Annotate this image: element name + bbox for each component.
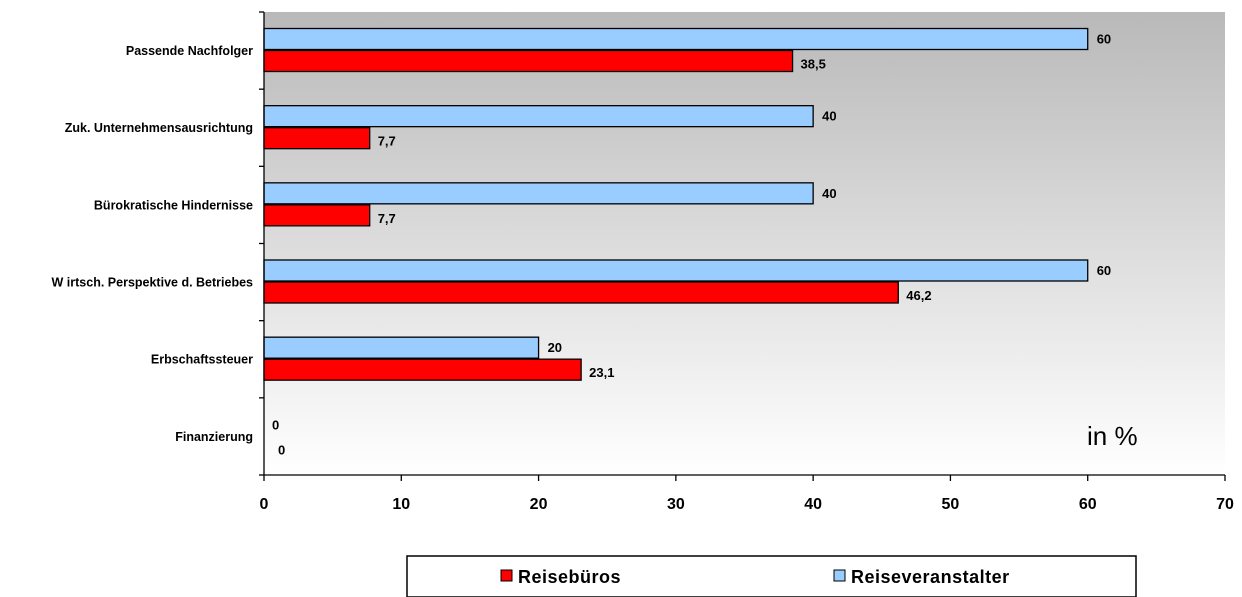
legend-swatch-reiseveranstalter xyxy=(833,569,846,582)
category-label-erbschaftssteuer: Erbschaftssteuer xyxy=(151,353,253,367)
bar-reisebueros-erbschaftssteuer xyxy=(263,358,582,381)
value-label-reisebueros-passende-nachfolger: 38,5 xyxy=(801,57,826,72)
x-tick-label-40: 40 xyxy=(804,496,822,513)
bar-reisebueros-w-irtsch-perspektive-d-betriebes xyxy=(263,281,899,304)
category-label-passende-nachfolger: Passende Nachfolger xyxy=(126,44,253,58)
x-tick-label-20: 20 xyxy=(530,496,548,513)
legend-label-reisebueros: Reisebüros xyxy=(518,567,621,587)
axis-layer xyxy=(259,11,1226,481)
bar-reiseveranstalter-zuk-unternehmensausrichtung xyxy=(263,105,814,128)
value-label-reisebueros-b-rokratische-hindernisse: 7,7 xyxy=(378,211,396,226)
value-label-reisebueros-erbschaftssteuer: 23,1 xyxy=(589,365,614,380)
value-labels-layer: 60 38,5 40 7,7 40 7,7 60 46,2 20 23,1 0 0 xyxy=(272,32,1111,458)
bar-reiseveranstalter-w-irtsch-perspektive-d-betriebes xyxy=(263,259,1089,282)
bar-reiseveranstalter-passende-nachfolger xyxy=(263,27,1089,51)
category-label-zuk-unternehmensausrichtung: Zuk. Unternehmensausrichtung xyxy=(65,121,253,135)
value-label-reisebueros-zuk-unternehmensausrichtung: 7,7 xyxy=(378,134,396,149)
tick-labels-layer: 0 10 20 30 40 50 60 70 xyxy=(260,496,1234,513)
x-tick-label-0: 0 xyxy=(260,496,269,513)
legend-label-reiseveranstalter: Reiseveranstalter xyxy=(851,567,1010,587)
value-label-reiseveranstalter-b-rokratische-hindernisse: 40 xyxy=(822,186,836,201)
x-tick-label-60: 60 xyxy=(1079,496,1097,513)
x-tick-label-30: 30 xyxy=(667,496,685,513)
x-tick-label-10: 10 xyxy=(392,496,410,513)
legend: Reisebüros Reiseveranstalter xyxy=(406,555,1137,597)
value-label-reiseveranstalter-finanzierung: 0 xyxy=(272,417,279,432)
bar-reisebueros-b-rokratische-hindernisse xyxy=(263,204,371,227)
category-label-finanzierung: Finanzierung xyxy=(175,430,253,444)
bar-reiseveranstalter-erbschaftssteuer xyxy=(263,336,540,359)
category-label-b-rokratische-hindernisse: Bürokratische Hindernisse xyxy=(94,198,253,212)
bar-reisebueros-zuk-unternehmensausrichtung xyxy=(263,127,371,150)
x-tick-label-70: 70 xyxy=(1216,496,1234,513)
bar-reisebueros-passende-nachfolger xyxy=(263,49,794,73)
legend-swatch-reisebueros xyxy=(500,569,513,582)
value-label-reisebueros-finanzierung: 0 xyxy=(278,442,285,457)
value-label-reiseveranstalter-w-irtsch-perspektive-d-betriebes: 60 xyxy=(1097,263,1111,278)
x-tick-label-50: 50 xyxy=(942,496,960,513)
value-label-reiseveranstalter-erbschaftssteuer: 20 xyxy=(548,340,562,355)
plot-background xyxy=(264,12,1225,475)
unit-label: in % xyxy=(1087,421,1138,451)
value-label-reisebueros-w-irtsch-perspektive-d-betriebes: 46,2 xyxy=(906,288,931,303)
category-label-w-irtsch-perspektive-d-betriebes: W irtsch. Perspektive d. Betriebes xyxy=(52,276,254,290)
bar-reiseveranstalter-b-rokratische-hindernisse xyxy=(263,182,814,205)
legend-box xyxy=(406,555,1137,597)
category-labels-layer: Passende Nachfolger Zuk. Unternehmensausr… xyxy=(52,44,254,444)
value-label-reiseveranstalter-zuk-unternehmensausrichtung: 40 xyxy=(822,109,836,124)
value-label-reiseveranstalter-passende-nachfolger: 60 xyxy=(1097,32,1111,47)
